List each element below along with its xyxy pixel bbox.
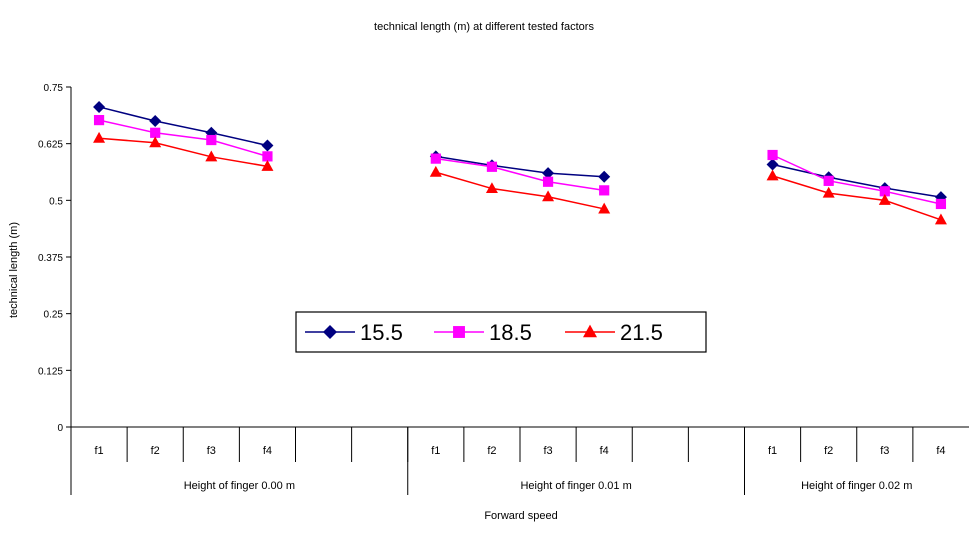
data-point <box>486 161 498 172</box>
data-point <box>150 127 161 138</box>
series-layer <box>93 100 947 225</box>
x-tick-label: f1 <box>431 445 440 457</box>
data-point <box>766 158 779 171</box>
legend-marker <box>583 324 597 338</box>
x-tick-label: f4 <box>936 445 945 457</box>
series-21.5 <box>93 131 947 225</box>
data-point <box>205 150 218 162</box>
data-point <box>149 115 162 127</box>
series-15.5 <box>93 100 947 204</box>
series-line <box>98 106 268 147</box>
x-axis-label: Forward speed <box>484 510 557 522</box>
x-tick-label: f2 <box>487 445 496 457</box>
data-point <box>878 194 891 205</box>
data-point <box>261 139 274 152</box>
data-point <box>261 160 274 171</box>
group-label: Height of finger 0.02 m <box>801 480 912 492</box>
x-tick-label: f1 <box>94 445 103 457</box>
x-tick-label: f4 <box>600 445 609 457</box>
y-tick-label: 0 <box>57 423 63 434</box>
x-tick-label: f4 <box>263 445 272 457</box>
x-tick-label: f2 <box>824 445 833 457</box>
data-point <box>93 114 105 126</box>
y-tick-label: 0.375 <box>38 253 63 264</box>
series-line <box>772 175 942 221</box>
legend-label: 15.5 <box>360 320 403 345</box>
data-point <box>823 175 834 186</box>
x-tick-label: f2 <box>151 445 160 457</box>
legend-marker <box>453 326 465 338</box>
data-point <box>429 165 442 177</box>
series-line <box>435 155 605 178</box>
y-axis-label: technical length (m) <box>8 222 20 318</box>
group-label: Height of finger 0.00 m <box>184 480 295 492</box>
data-point <box>485 182 498 194</box>
data-point <box>542 176 554 187</box>
data-point <box>935 198 947 210</box>
series-line <box>99 137 268 168</box>
chart-title: technical length (m) at different tested… <box>374 21 594 33</box>
data-point <box>149 136 162 148</box>
data-point <box>262 151 273 162</box>
y-tick-label: 0.5 <box>49 196 63 207</box>
y-tick-label: 0.125 <box>38 366 63 377</box>
y-tick-label: 0.75 <box>44 83 64 94</box>
legend-label: 18.5 <box>489 320 532 345</box>
data-point <box>542 190 555 202</box>
y-tick-label: 0.625 <box>38 140 63 151</box>
x-tick-label: f3 <box>207 445 216 457</box>
data-point <box>93 131 106 143</box>
data-point <box>766 169 779 181</box>
data-point <box>934 213 947 225</box>
series-line <box>772 154 942 205</box>
series-line <box>98 119 268 158</box>
legend-box <box>295 311 707 353</box>
series-line <box>772 163 942 198</box>
x-tick-label: f1 <box>768 445 777 457</box>
legend: 15.5 18.5 21.5 <box>295 311 707 353</box>
data-point <box>599 185 610 196</box>
series-line <box>435 171 605 210</box>
data-point <box>879 186 890 197</box>
data-point <box>206 134 217 146</box>
series-line <box>435 157 605 192</box>
data-point <box>430 153 441 164</box>
x-tick-label: f3 <box>880 445 889 457</box>
series-18.5 <box>93 114 947 210</box>
group-label: Height of finger 0.01 m <box>520 480 631 492</box>
data-point <box>93 100 106 113</box>
data-point <box>598 202 611 214</box>
data-point <box>822 186 835 198</box>
data-point <box>542 167 555 180</box>
axes: 0 0.125 0.25 0.375 0.5 0.625 0.75 Height of fin… <box>38 83 969 495</box>
x-tick-label: f3 <box>543 445 552 457</box>
legend-label: 21.5 <box>620 320 663 345</box>
data-point <box>767 149 778 161</box>
legend-marker <box>323 325 337 339</box>
y-tick-label: 0.25 <box>44 310 64 321</box>
data-point <box>598 170 611 183</box>
